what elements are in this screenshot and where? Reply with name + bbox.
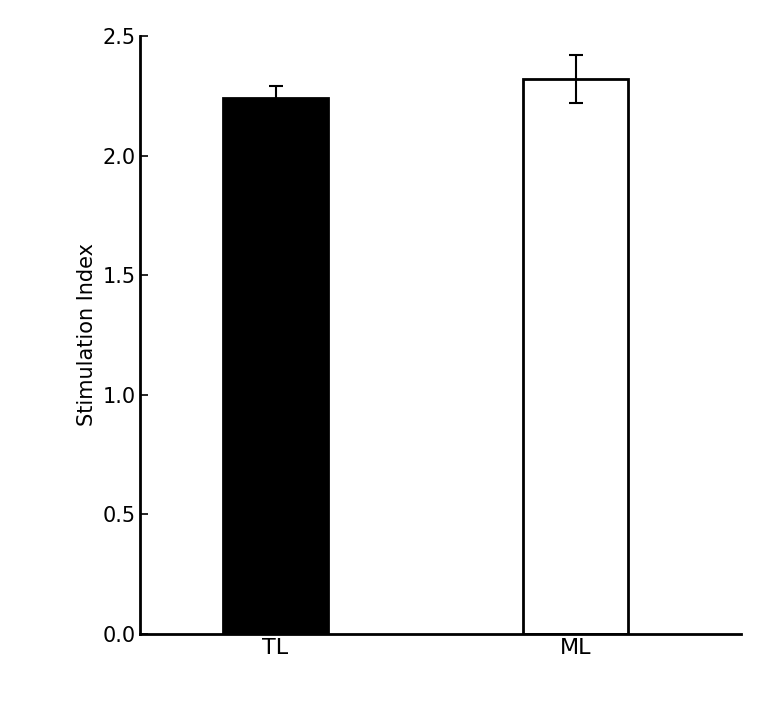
Y-axis label: Stimulation Index: Stimulation Index	[77, 243, 97, 426]
Bar	[523, 79, 629, 634]
Bar	[223, 98, 328, 634]
